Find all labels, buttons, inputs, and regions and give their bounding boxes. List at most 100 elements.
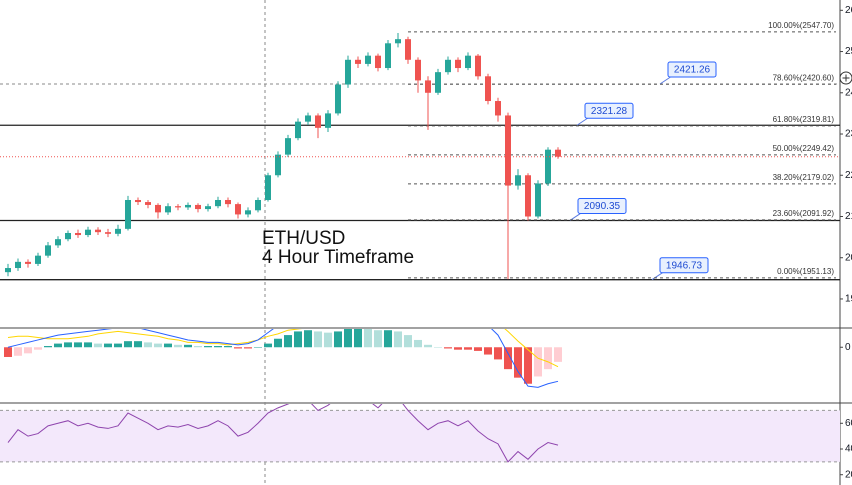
candle-body [25, 261, 31, 264]
macd-histogram-bar [434, 347, 442, 348]
rsi-band [0, 410, 840, 462]
y-tick-label: 1900 [845, 294, 852, 305]
macd-line [7, 329, 559, 388]
macd-histogram-bar [404, 335, 412, 348]
macd-histogram-bar [234, 347, 242, 349]
macd-histogram-bar [34, 347, 42, 350]
candle-body [485, 76, 491, 102]
candle-body [385, 43, 391, 69]
macd-histogram-bar [344, 329, 352, 348]
candle-body [55, 239, 61, 246]
callout-label: 2321.28 [591, 106, 628, 117]
macd-histogram-bar [84, 342, 92, 348]
macd-histogram-bar [204, 346, 212, 348]
candle-body [315, 115, 321, 128]
macd-pane [4, 329, 562, 388]
y-tick-label: 2400 [845, 87, 852, 98]
y-tick-label: 2500 [845, 46, 852, 57]
macd-histogram-bar [444, 347, 452, 349]
macd-histogram-bar [374, 330, 382, 348]
y-tick-label: 60 [845, 418, 852, 429]
candle-body [515, 175, 521, 186]
candle-body [505, 115, 511, 186]
candle-body [125, 199, 131, 229]
y-tick-label: 2600 [845, 5, 852, 16]
macd-histogram-bar [394, 331, 402, 348]
candle-body [465, 55, 471, 69]
candle-body [105, 232, 111, 234]
candle-body [225, 199, 231, 205]
macd-histogram-bar [494, 347, 502, 360]
fib-label: 61.80%(2319.81) [773, 115, 835, 124]
candle-body [135, 199, 141, 203]
fib-label: 23.60%(2091.92) [773, 209, 835, 218]
fib-label: 78.60%(2420.60) [773, 73, 835, 82]
callout-box [667, 61, 717, 78]
macd-histogram-bar [334, 331, 342, 348]
callout-box [659, 257, 709, 274]
candle-body [255, 199, 261, 211]
macd-histogram-bar [224, 346, 232, 348]
macd-histogram-bar [114, 343, 122, 348]
macd-histogram-bar [464, 347, 472, 350]
macd-histogram-bar [364, 329, 372, 348]
candle-body [165, 206, 171, 213]
candle-body [435, 72, 441, 93]
callout-label: 2421.26 [674, 65, 711, 76]
candle-body [205, 206, 211, 210]
candle-body [75, 232, 81, 236]
y-tick-label: 0 [845, 342, 851, 353]
y-tick-label: 2300 [845, 129, 852, 140]
candle-body [415, 59, 421, 81]
macd-histogram-bar [174, 344, 182, 348]
macd-histogram-bar [504, 347, 512, 370]
macd-histogram-bar [264, 343, 272, 348]
macd-histogram-bar [164, 343, 172, 348]
candle-body [545, 149, 551, 184]
candle-body [475, 55, 481, 77]
macd-histogram-bar [414, 339, 422, 348]
y-tick-label: 2200 [845, 170, 852, 181]
y-tick-label: 40 [845, 444, 852, 455]
candle-body [195, 204, 201, 210]
macd-histogram-bar [304, 330, 312, 348]
macd-histogram-bar [384, 330, 392, 348]
candle-body [345, 59, 351, 85]
macd-histogram-bar [274, 338, 282, 348]
callout-label: 1946.73 [666, 260, 703, 271]
candle-body [455, 59, 461, 69]
macd-histogram-bar [54, 343, 62, 348]
fib-label: 0.00%(1951.13) [777, 267, 834, 276]
y-tick-label: 2100 [845, 211, 852, 222]
callout-box [577, 197, 627, 214]
macd-histogram-bar [294, 331, 302, 348]
macd-histogram-bar [254, 347, 262, 348]
candle-body [285, 138, 291, 155]
macd-histogram-bar [64, 342, 72, 348]
macd-histogram-bar [154, 343, 162, 348]
candle-body [495, 101, 501, 116]
macd-histogram-bar [314, 331, 322, 348]
macd-histogram-bar [534, 347, 542, 377]
candle-body [525, 175, 531, 217]
chart-title: ETH/USD [262, 228, 345, 249]
candle-body [35, 255, 41, 264]
macd-histogram-bar [484, 347, 492, 355]
macd-histogram-bar [194, 346, 202, 348]
candle-body [265, 175, 271, 200]
macd-histogram-bar [214, 346, 222, 348]
candle-body [5, 268, 11, 273]
candle-body [155, 204, 161, 213]
candle-body [65, 232, 71, 240]
macd-histogram-bar [104, 343, 112, 348]
candle-body [335, 84, 341, 114]
candle-body [425, 80, 431, 93]
y-tick-label: 2000 [845, 252, 852, 263]
macd-histogram-bar [44, 346, 52, 348]
candle-body [175, 206, 181, 208]
candle-body [235, 204, 241, 215]
macd-histogram-bar [544, 347, 552, 370]
candle-body [535, 183, 541, 217]
